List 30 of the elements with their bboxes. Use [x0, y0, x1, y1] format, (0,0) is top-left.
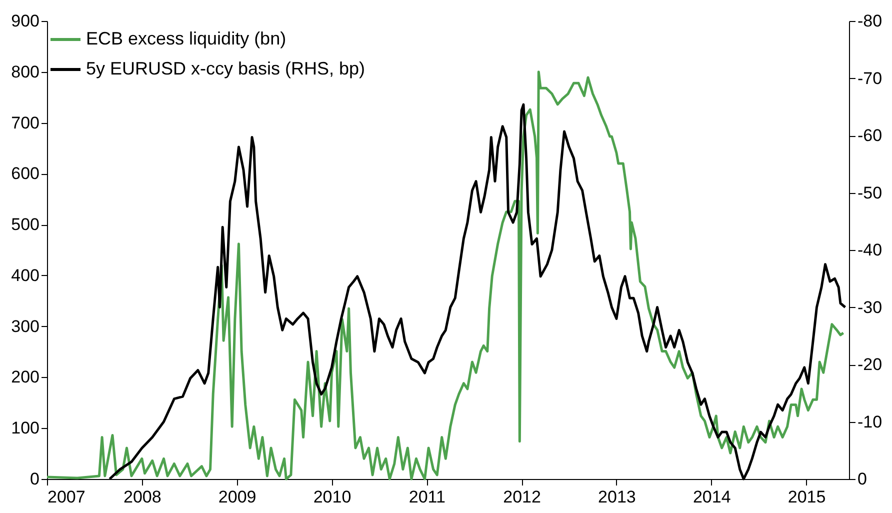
y2-tick-label: 0: [858, 470, 867, 488]
y2-tick-label: -60: [858, 126, 882, 145]
y-tick-label: 500: [11, 215, 40, 234]
x-tick-label: 2015: [788, 488, 826, 506]
x-tick-label: 2007: [48, 488, 86, 506]
y2-tick-label: -40: [858, 240, 882, 260]
y-tick-label: 600: [11, 164, 40, 184]
y-tick-label: 200: [11, 368, 40, 387]
legend-label: 5y EURUSD x-ccy basis (RHS, bp): [86, 58, 366, 78]
y2-tick-label: -80: [858, 12, 882, 30]
y2-tick-label: -30: [858, 298, 882, 317]
y2-tick-label: -20: [858, 355, 882, 374]
x-tick-label: 2008: [123, 488, 162, 506]
y2-tick-label: -10: [858, 412, 882, 432]
legend-label: ECB excess liquidity (bn): [86, 28, 286, 48]
x-tick-label: 2009: [218, 488, 256, 506]
x-tick-label: 2013: [598, 488, 636, 506]
y-tick-label: 300: [11, 316, 40, 336]
x-tick-label: 2012: [503, 488, 541, 506]
y-tick-label: 700: [11, 113, 40, 132]
y-tick-label: 400: [11, 266, 40, 285]
y2-tick-label: -70: [858, 68, 882, 88]
y-tick-label: 900: [11, 12, 40, 30]
y-tick-label: 100: [11, 418, 40, 438]
y-tick-label: 0: [30, 470, 40, 488]
y2-tick-label: -50: [858, 183, 882, 202]
x-tick-label: 2011: [408, 488, 446, 506]
x-tick-label: 2010: [313, 488, 352, 506]
x-tick-label: 2014: [692, 488, 731, 506]
y-tick-label: 800: [11, 62, 40, 82]
